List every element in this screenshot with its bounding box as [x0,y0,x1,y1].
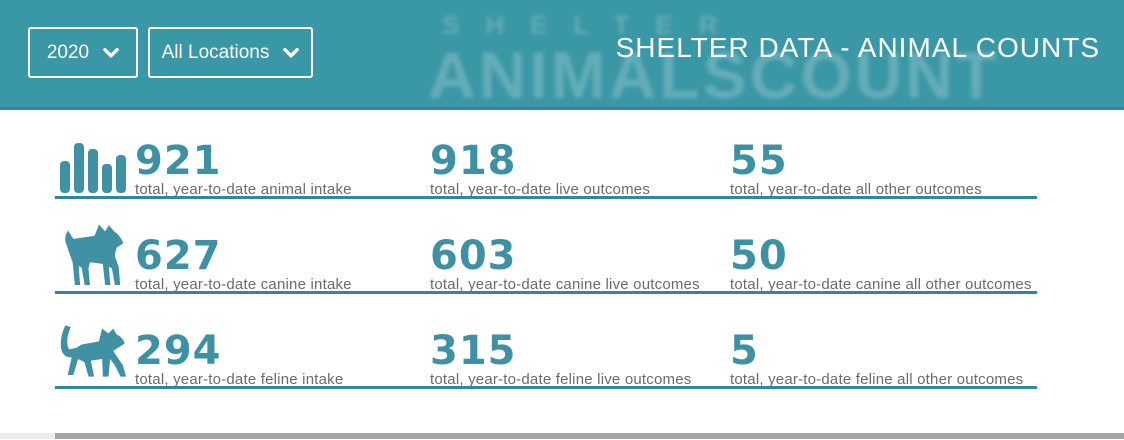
stat-cell: 315 total, year-to-date feline live outc… [430,328,730,388]
stat-row-all-animals: 921 total, year-to-date animal intake 91… [0,138,1124,199]
stat-cell: 603 total, year-to-date canine live outc… [430,233,730,293]
cat-icon [50,319,135,383]
stat-label: total, year-to-date feline all other out… [730,371,1024,388]
year-dropdown[interactable]: 2020 [28,27,138,78]
row-divider [55,291,1037,294]
stat-label: total, year-to-date all other outcomes [730,181,982,198]
stat-value: 294 [135,328,222,374]
dog-icon [50,220,135,288]
stat-value: 627 [135,233,222,279]
stat-label: total, year-to-date canine live outcomes [430,276,700,293]
bar-chart-icon [50,143,135,193]
stat-value: 921 [135,138,222,184]
stat-value: 918 [430,138,517,184]
scrollbar-thumb[interactable] [55,433,1124,439]
stat-row-feline: 294 total, year-to-date feline intake 31… [0,325,1124,389]
stat-value: 603 [430,233,517,279]
stat-cell: 55 total, year-to-date all other outcome… [730,138,1030,198]
location-dropdown[interactable]: All Locations [148,27,313,78]
stat-label: total, year-to-date canine all other out… [730,276,1032,293]
stat-value: 315 [430,328,517,374]
stat-cell: 627 total, year-to-date canine intake [135,233,435,293]
stat-label: total, year-to-date canine intake [135,276,352,293]
stat-cell: 5 total, year-to-date feline all other o… [730,328,1030,388]
chevron-down-icon [283,47,300,58]
page-title: SHELTER DATA - ANIMAL COUNTS [615,32,1100,63]
horizontal-scrollbar[interactable] [0,433,1124,439]
stat-cell: 50 total, year-to-date canine all other … [730,233,1032,293]
stat-cell: 918 total, year-to-date live outcomes [430,138,730,198]
stat-cell: 921 total, year-to-date animal intake [135,138,435,198]
stat-label: total, year-to-date feline live outcomes [430,371,692,388]
stat-value: 5 [730,328,759,374]
stat-value: 50 [730,233,788,279]
stat-cell: 294 total, year-to-date feline intake [135,328,435,388]
year-dropdown-value: 2020 [46,41,90,63]
stat-label: total, year-to-date animal intake [135,181,352,198]
stat-value: 55 [730,138,788,184]
stat-label: total, year-to-date feline intake [135,371,344,388]
stat-label: total, year-to-date live outcomes [430,181,651,198]
header: SHELTER ANIMALSCOUNT 2020 All Locations … [0,0,1124,110]
location-dropdown-value: All Locations [161,41,270,63]
row-divider [55,196,1037,199]
stat-row-canine: 627 total, year-to-date canine intake 60… [0,224,1124,294]
row-divider [55,386,1037,389]
chevron-down-icon [103,47,119,58]
